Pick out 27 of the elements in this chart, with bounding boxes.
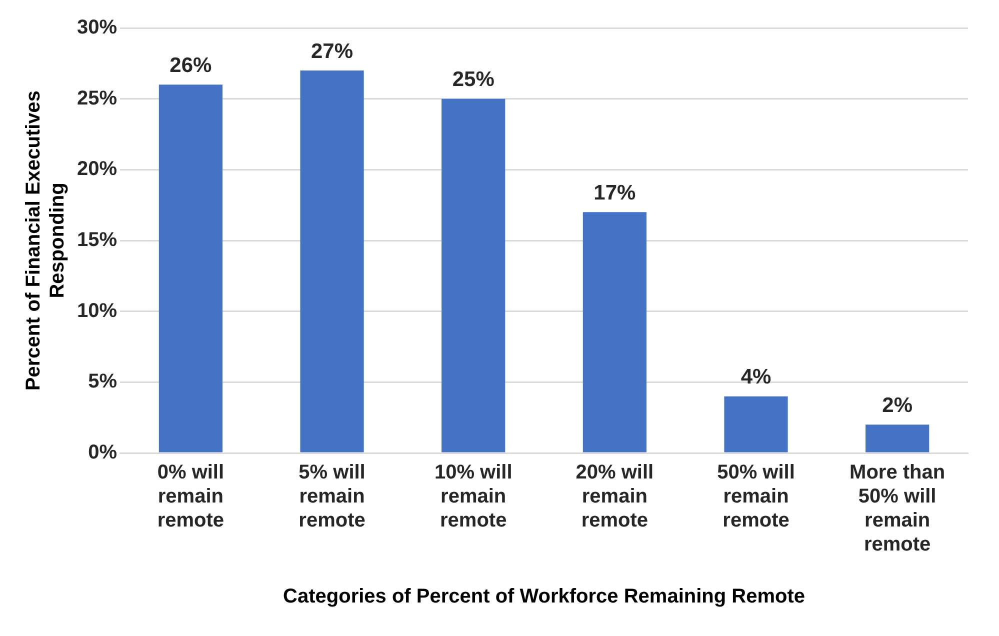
bar [158, 84, 222, 452]
x-tick-label: More than 50% will remain remote [850, 462, 946, 556]
data-label: 2% [882, 394, 913, 417]
data-label: 27% [311, 40, 354, 63]
y-tick-label: 30% [77, 16, 118, 39]
bar [442, 98, 506, 452]
bar [300, 70, 364, 452]
data-label: 17% [594, 181, 636, 204]
x-tick-label: 20% will remain remote [576, 462, 654, 532]
y-tick-label: 0% [88, 442, 118, 464]
y-tick-label: 25% [77, 87, 118, 110]
y-axis-title: Percent of Financial Executives Responding [22, 90, 69, 391]
x-axis-title: Categories of Percent of Workforce Remaining Remote [283, 586, 805, 608]
data-label: 4% [740, 366, 772, 389]
x-tick-label: 10% will remain remote [434, 462, 512, 532]
y-tick-label: 20% [77, 158, 118, 180]
x-tick-label: 50% will remain remote [717, 462, 795, 532]
y-tick-label: 10% [77, 300, 118, 322]
bar [724, 396, 788, 452]
data-label: 26% [170, 54, 212, 77]
x-tick-label: 5% will remain remote [298, 462, 366, 532]
bar [866, 424, 930, 452]
y-tick-label: 5% [88, 370, 118, 393]
x-tick-label: 0% will remain remote [157, 462, 224, 532]
data-label: 25% [452, 68, 495, 92]
bar [582, 212, 646, 452]
y-tick-label: 15% [77, 229, 118, 252]
